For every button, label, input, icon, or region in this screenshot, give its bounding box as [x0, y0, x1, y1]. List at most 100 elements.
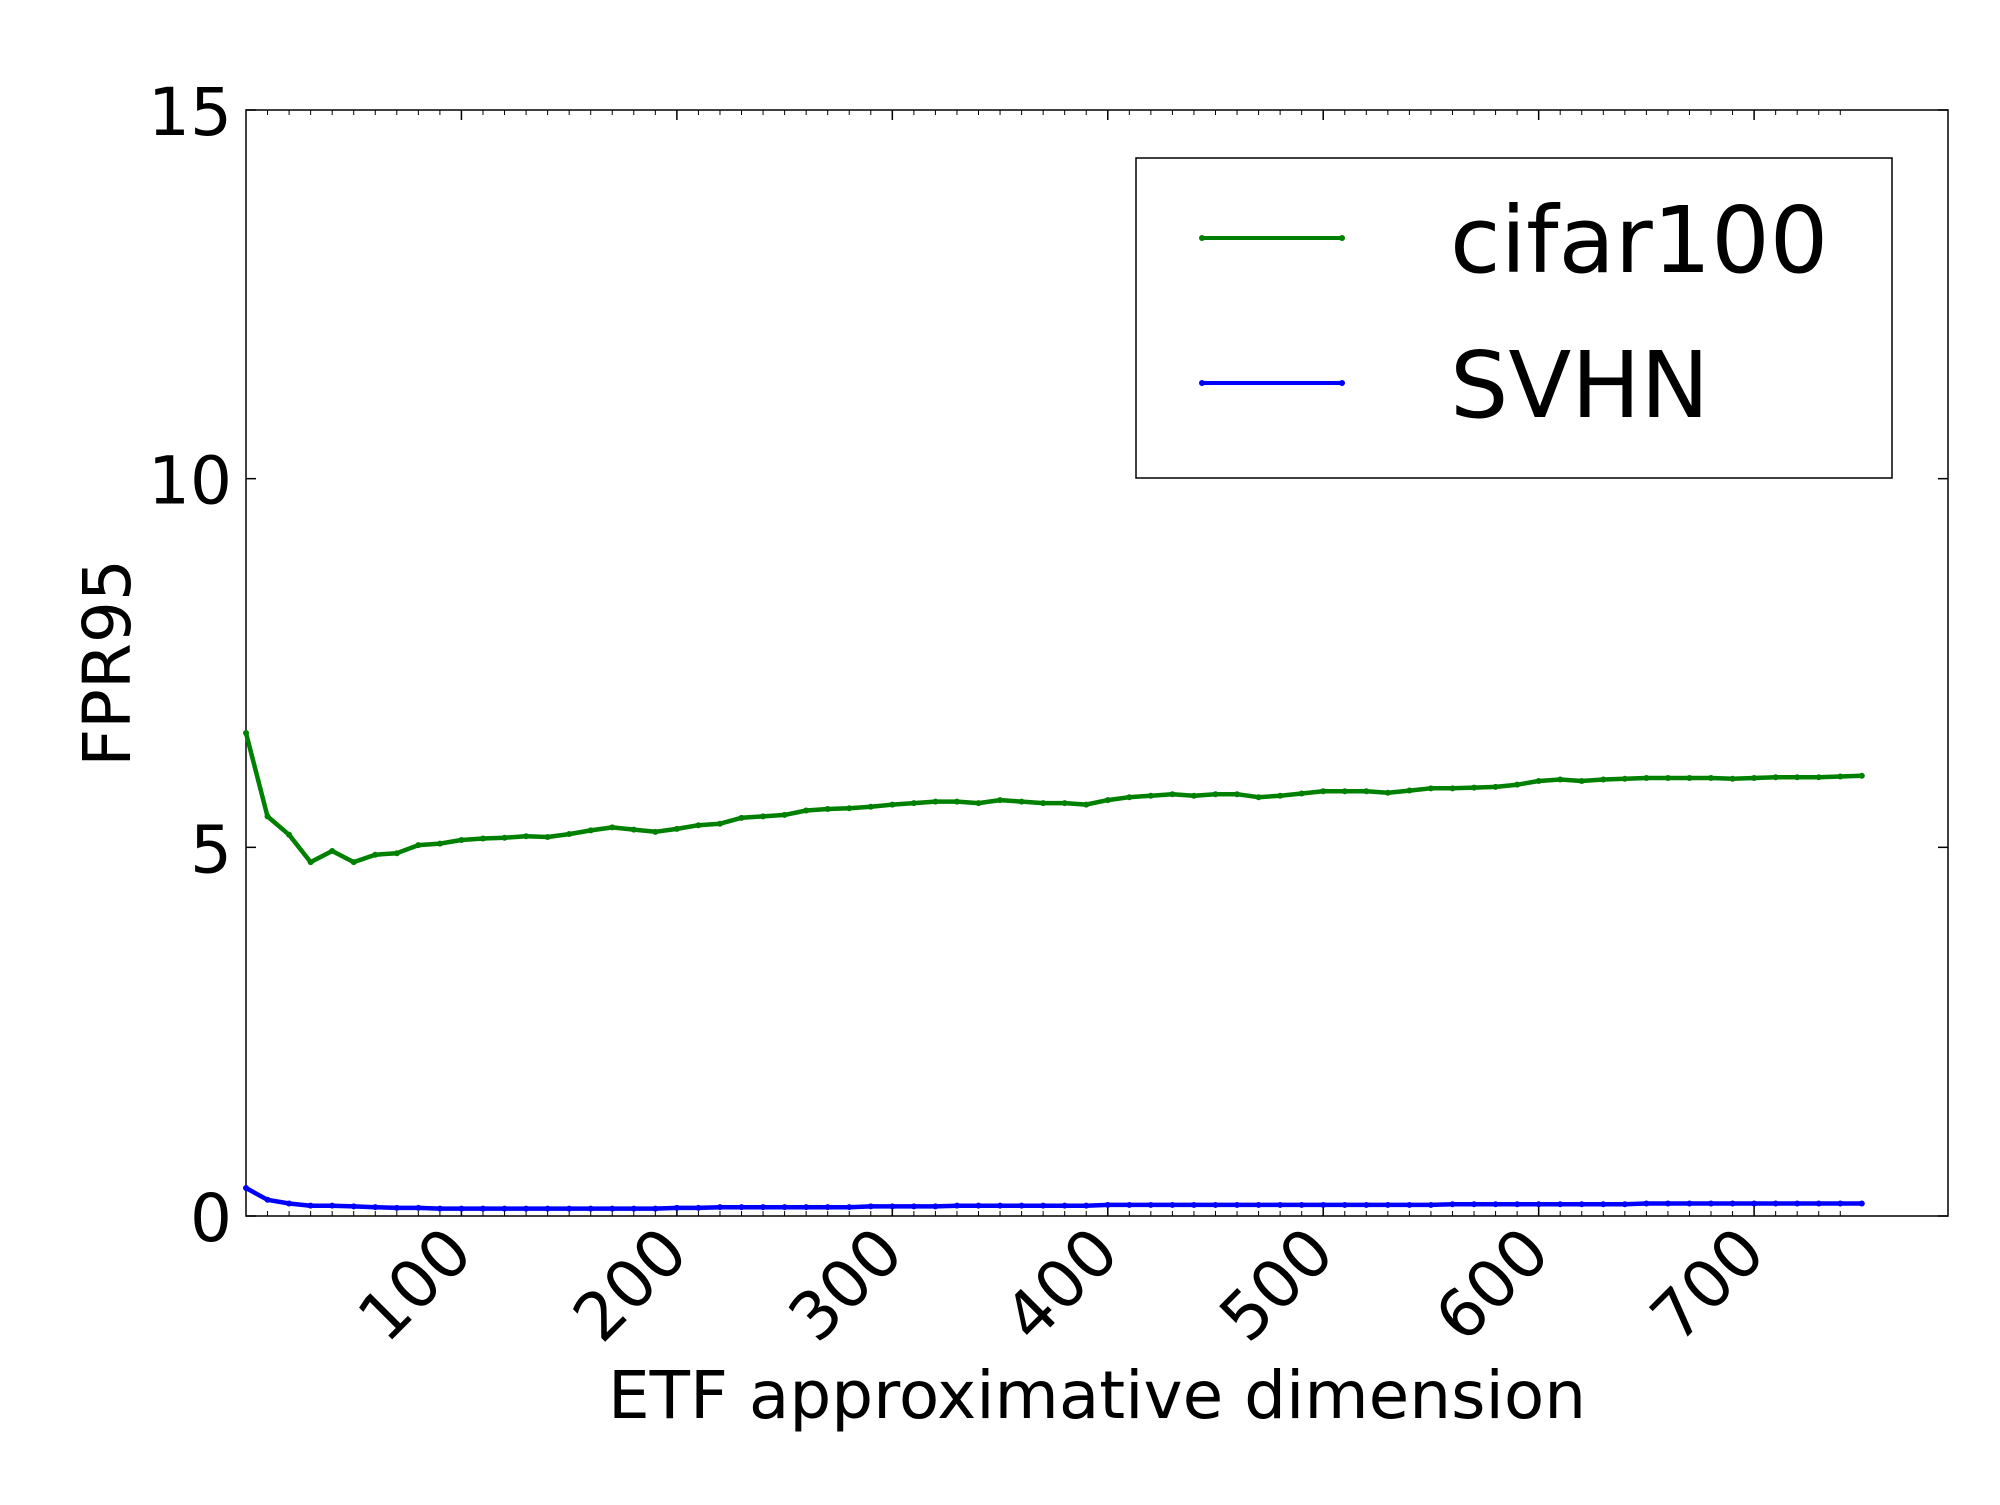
data-point	[1708, 775, 1715, 782]
data-point	[1341, 1201, 1348, 1208]
data-point	[1664, 775, 1671, 782]
data-point	[544, 1205, 551, 1212]
data-point	[479, 1205, 486, 1212]
data-point	[1104, 1201, 1111, 1208]
data-point	[1384, 789, 1391, 796]
legend-marker	[1199, 235, 1205, 241]
data-point	[652, 828, 659, 835]
data-point	[329, 848, 336, 855]
data-point	[846, 1204, 853, 1211]
data-point	[910, 1203, 917, 1210]
data-point	[1514, 781, 1521, 788]
data-point	[1169, 791, 1176, 798]
data-point	[1794, 774, 1801, 781]
data-point	[1234, 1201, 1241, 1208]
data-point	[1147, 792, 1154, 799]
data-point	[695, 1204, 702, 1211]
data-point	[1061, 1202, 1068, 1209]
y-axis: 0 5 10 15	[148, 74, 1948, 1257]
data-point	[738, 1204, 745, 1211]
data-point	[803, 807, 810, 814]
data-point	[350, 859, 357, 866]
data-point	[652, 1205, 659, 1212]
data-point	[1341, 788, 1348, 795]
data-point	[846, 805, 853, 812]
data-point	[1535, 1201, 1542, 1208]
data-point	[997, 1202, 1004, 1209]
data-point	[716, 820, 723, 827]
data-point	[1126, 794, 1133, 801]
x-tick-label: 600	[1420, 1213, 1564, 1357]
data-point	[587, 827, 594, 834]
x-tick-label: 400	[990, 1213, 1134, 1357]
data-point	[1018, 1202, 1025, 1209]
data-point	[1837, 773, 1844, 780]
data-point	[1018, 798, 1025, 805]
data-point	[997, 797, 1004, 804]
data-point	[1363, 788, 1370, 795]
data-point	[436, 840, 443, 847]
data-point	[1255, 1201, 1262, 1208]
data-point	[867, 1203, 874, 1210]
data-point	[1190, 1201, 1197, 1208]
data-point	[1147, 1201, 1154, 1208]
data-point	[372, 1204, 379, 1211]
data-point	[1815, 1200, 1822, 1207]
legend-label-cifar100: cifar100	[1450, 187, 1828, 294]
data-point	[264, 1196, 271, 1203]
data-point	[609, 824, 616, 831]
data-point	[1858, 772, 1865, 779]
series-line-svhn	[244, 1186, 1862, 1211]
data-point	[523, 833, 530, 840]
legend: cifar100 SVHN	[1135, 157, 1893, 479]
data-point	[1212, 1201, 1219, 1208]
data-point	[1643, 1200, 1650, 1207]
data-point	[264, 813, 271, 820]
data-point	[609, 1205, 616, 1212]
data-point	[1255, 794, 1262, 801]
x-tick-label: 200	[559, 1213, 703, 1357]
data-point	[1471, 784, 1478, 791]
data-point	[458, 836, 465, 843]
x-tick-label: 700	[1636, 1213, 1780, 1357]
legend-label-svhn: SVHN	[1450, 332, 1709, 439]
data-point	[1040, 800, 1047, 807]
data-point	[1298, 790, 1305, 797]
data-point	[566, 831, 573, 838]
data-point	[350, 1203, 357, 1210]
data-point	[738, 814, 745, 821]
y-axis-label: FPR95	[69, 559, 146, 767]
data-point	[1621, 1201, 1628, 1208]
data-point	[1298, 1201, 1305, 1208]
data-point	[1234, 791, 1241, 798]
data-point	[630, 1205, 637, 1212]
data-point	[1212, 791, 1219, 798]
data-point	[1578, 1201, 1585, 1208]
data-point	[1126, 1201, 1133, 1208]
data-point	[760, 1204, 767, 1211]
data-point	[1751, 1200, 1758, 1207]
data-point	[1384, 1201, 1391, 1208]
data-point	[1557, 776, 1564, 783]
data-point	[695, 822, 702, 829]
x-tick-label: 300	[774, 1213, 918, 1357]
data-point	[760, 813, 767, 820]
data-point	[1578, 777, 1585, 784]
data-point	[286, 831, 293, 838]
data-point	[587, 1205, 594, 1212]
data-point	[1686, 775, 1693, 782]
legend-box	[1135, 157, 1893, 479]
data-point	[1858, 1200, 1865, 1207]
data-point	[1427, 785, 1434, 792]
data-point	[673, 1204, 680, 1211]
data-point	[1708, 1200, 1715, 1207]
data-point	[1363, 1201, 1370, 1208]
data-point	[824, 1204, 831, 1211]
data-point	[1772, 774, 1779, 781]
data-point	[1449, 785, 1456, 792]
data-point	[372, 851, 379, 858]
data-point	[393, 850, 400, 857]
data-point	[566, 1205, 573, 1212]
data-point	[1535, 777, 1542, 784]
data-point	[1190, 792, 1197, 799]
